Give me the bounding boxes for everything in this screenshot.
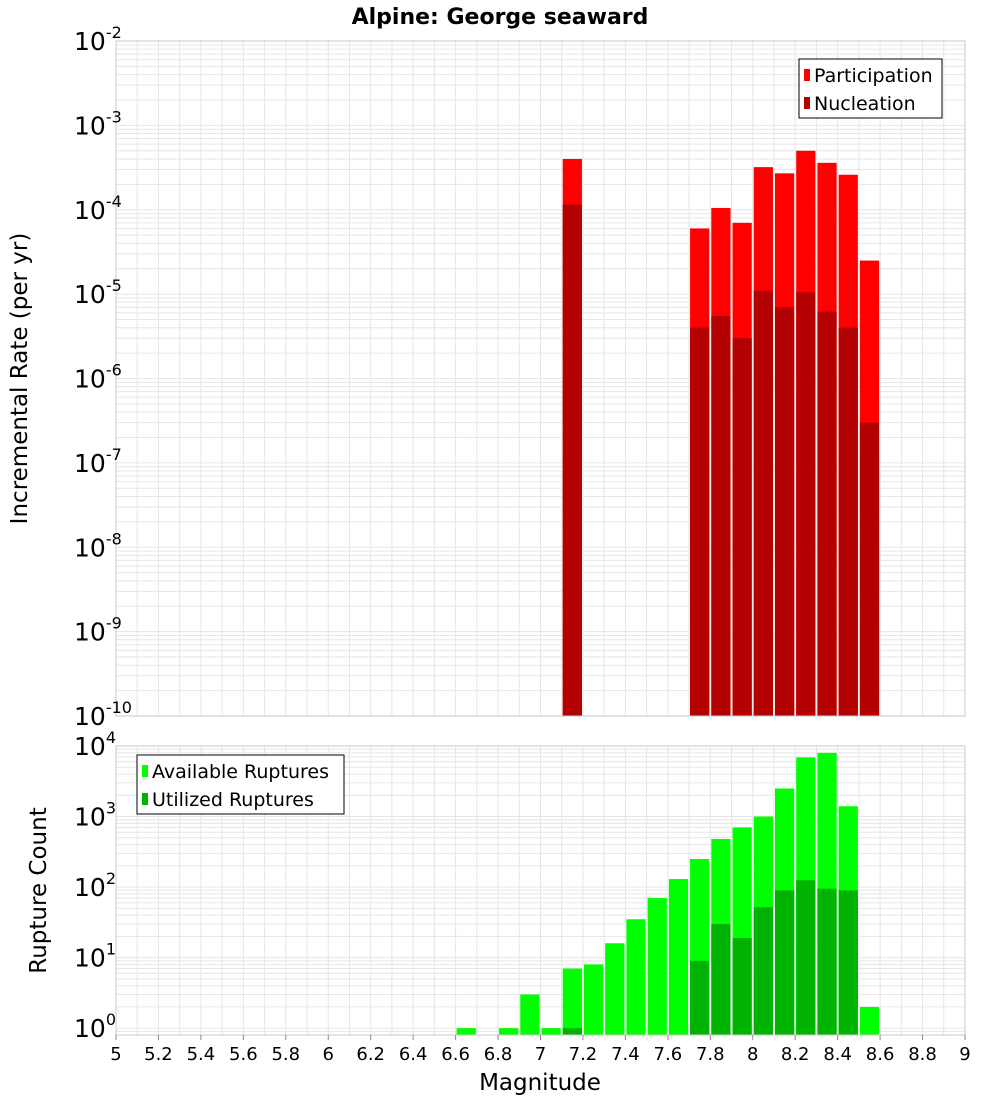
magnitude-axis: 5 5.2 5.4 5.6 5.8 6 6.2 6.4 6.6 6.8 7 7.2 7.4 7.6 7.8 8… xyxy=(110,1035,971,1065)
x-tick-label: 8.8 xyxy=(908,1044,937,1065)
bar xyxy=(647,898,667,1035)
series-utilized-ruptures xyxy=(562,880,858,1035)
x-tick-label: 8.2 xyxy=(781,1044,810,1065)
y-tick-label: 10-10 xyxy=(74,698,132,731)
bar xyxy=(817,311,837,716)
bar xyxy=(817,888,837,1035)
y-tick-label: 10-2 xyxy=(74,23,122,56)
bar xyxy=(562,968,582,1035)
legend: Participation Nucleation xyxy=(798,58,943,119)
bar xyxy=(796,292,816,716)
y-axis-label: Incremental Rate (per yr) xyxy=(7,233,33,525)
legend-swatch xyxy=(804,69,810,81)
legend-swatch xyxy=(804,97,810,109)
y-tick-label: 10-4 xyxy=(74,192,122,225)
bar xyxy=(605,943,625,1035)
bar xyxy=(859,422,880,716)
bar xyxy=(838,327,858,716)
y-tick-label: 10-6 xyxy=(74,361,122,394)
legend: Available Ruptures Utilized Ruptures xyxy=(136,754,345,815)
x-tick-label: 9 xyxy=(959,1044,970,1065)
bar xyxy=(753,907,773,1035)
y-tick-label: 102 xyxy=(74,869,116,902)
x-tick-label: 6 xyxy=(323,1044,334,1065)
x-tick-label: 6.8 xyxy=(484,1044,513,1065)
legend-label: Nucleation xyxy=(814,93,916,115)
x-tick-label: 7.6 xyxy=(654,1044,683,1065)
y-tick-label: 100 xyxy=(74,1010,116,1043)
legend-label: Available Ruptures xyxy=(152,761,329,783)
bar xyxy=(859,1006,880,1035)
x-tick-label: 6.4 xyxy=(399,1044,428,1065)
y-tick-label: 104 xyxy=(74,728,116,761)
x-tick-label: 7.8 xyxy=(696,1044,725,1065)
bar xyxy=(541,1028,561,1035)
bar xyxy=(499,1028,519,1035)
bar xyxy=(562,204,582,717)
x-tick-label: 8.6 xyxy=(866,1044,895,1065)
y-axis-label: Rupture Count xyxy=(26,807,52,973)
x-tick-label: 6.2 xyxy=(356,1044,385,1065)
x-axis-label: Magnitude xyxy=(479,1070,601,1096)
bar xyxy=(753,290,773,716)
x-tick-label: 5 xyxy=(110,1044,121,1065)
bar xyxy=(732,338,752,716)
x-tick-label: 8.4 xyxy=(823,1044,852,1065)
bar xyxy=(690,327,710,716)
bar xyxy=(774,307,795,716)
y-tick-label: 10-7 xyxy=(74,445,122,478)
bar xyxy=(796,880,816,1035)
bar xyxy=(711,923,731,1035)
bar xyxy=(838,890,858,1035)
legend-label: Utilized Ruptures xyxy=(152,789,314,811)
y-tick-label: 101 xyxy=(74,940,116,973)
bar xyxy=(626,919,646,1035)
y-tick-label: 10-3 xyxy=(74,107,122,140)
legend-label: Participation xyxy=(814,65,933,87)
y-tick-labels: 100 101 102 103 104 xyxy=(74,728,116,1043)
y-tick-labels: 10-10 10-9 10-8 10-7 10-6 10-5 10-4 10-3 10-2 xyxy=(74,23,132,731)
bar xyxy=(562,1028,582,1035)
x-tick-label: 5.2 xyxy=(144,1044,173,1065)
bar xyxy=(690,960,710,1035)
legend-swatch xyxy=(142,793,148,805)
bar xyxy=(774,890,795,1035)
y-tick-label: 10-8 xyxy=(74,529,122,562)
x-tick-label: 7 xyxy=(535,1044,546,1065)
x-tick-label: 7.4 xyxy=(611,1044,640,1065)
bar xyxy=(668,879,689,1035)
x-tick-label: 5.6 xyxy=(229,1044,258,1065)
x-tick-label: 8 xyxy=(747,1044,758,1065)
grid xyxy=(115,41,966,717)
x-tick-label: 5.8 xyxy=(271,1044,300,1065)
x-tick-label: 7.2 xyxy=(569,1044,598,1065)
y-tick-label: 103 xyxy=(74,799,116,832)
bar xyxy=(583,964,604,1035)
series-nucleation xyxy=(562,204,880,717)
y-tick-label: 10-5 xyxy=(74,276,122,309)
rupture-count-panel: 100 101 102 103 104 Rupture Count Available Ru… xyxy=(26,728,966,1043)
rate-panel: 10-10 10-9 10-8 10-7 10-6 10-5 10-4 10-3 10-2 Inc… xyxy=(7,23,966,731)
x-tick-label: 6.6 xyxy=(441,1044,470,1065)
chart-title: Alpine: George seaward xyxy=(352,5,649,30)
bar xyxy=(520,994,540,1035)
bar xyxy=(456,1028,476,1035)
x-tick-label: 5.4 xyxy=(187,1044,216,1065)
y-tick-label: 10-9 xyxy=(74,614,122,647)
bar xyxy=(711,316,731,716)
bar xyxy=(732,937,752,1035)
legend-swatch xyxy=(142,765,148,777)
